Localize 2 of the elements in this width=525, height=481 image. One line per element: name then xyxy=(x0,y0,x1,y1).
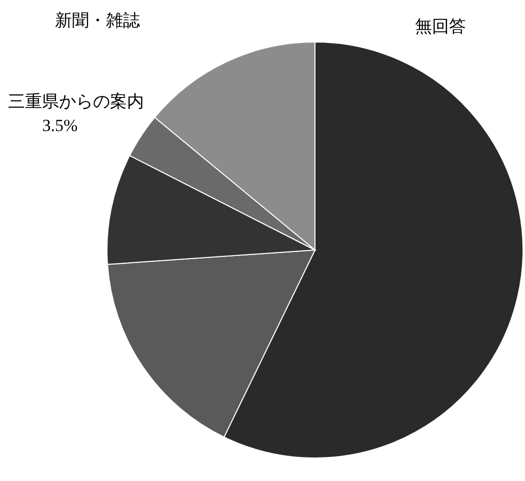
annotation: 無回答 xyxy=(415,17,466,36)
annotation: 新聞・雑誌 xyxy=(55,11,140,30)
